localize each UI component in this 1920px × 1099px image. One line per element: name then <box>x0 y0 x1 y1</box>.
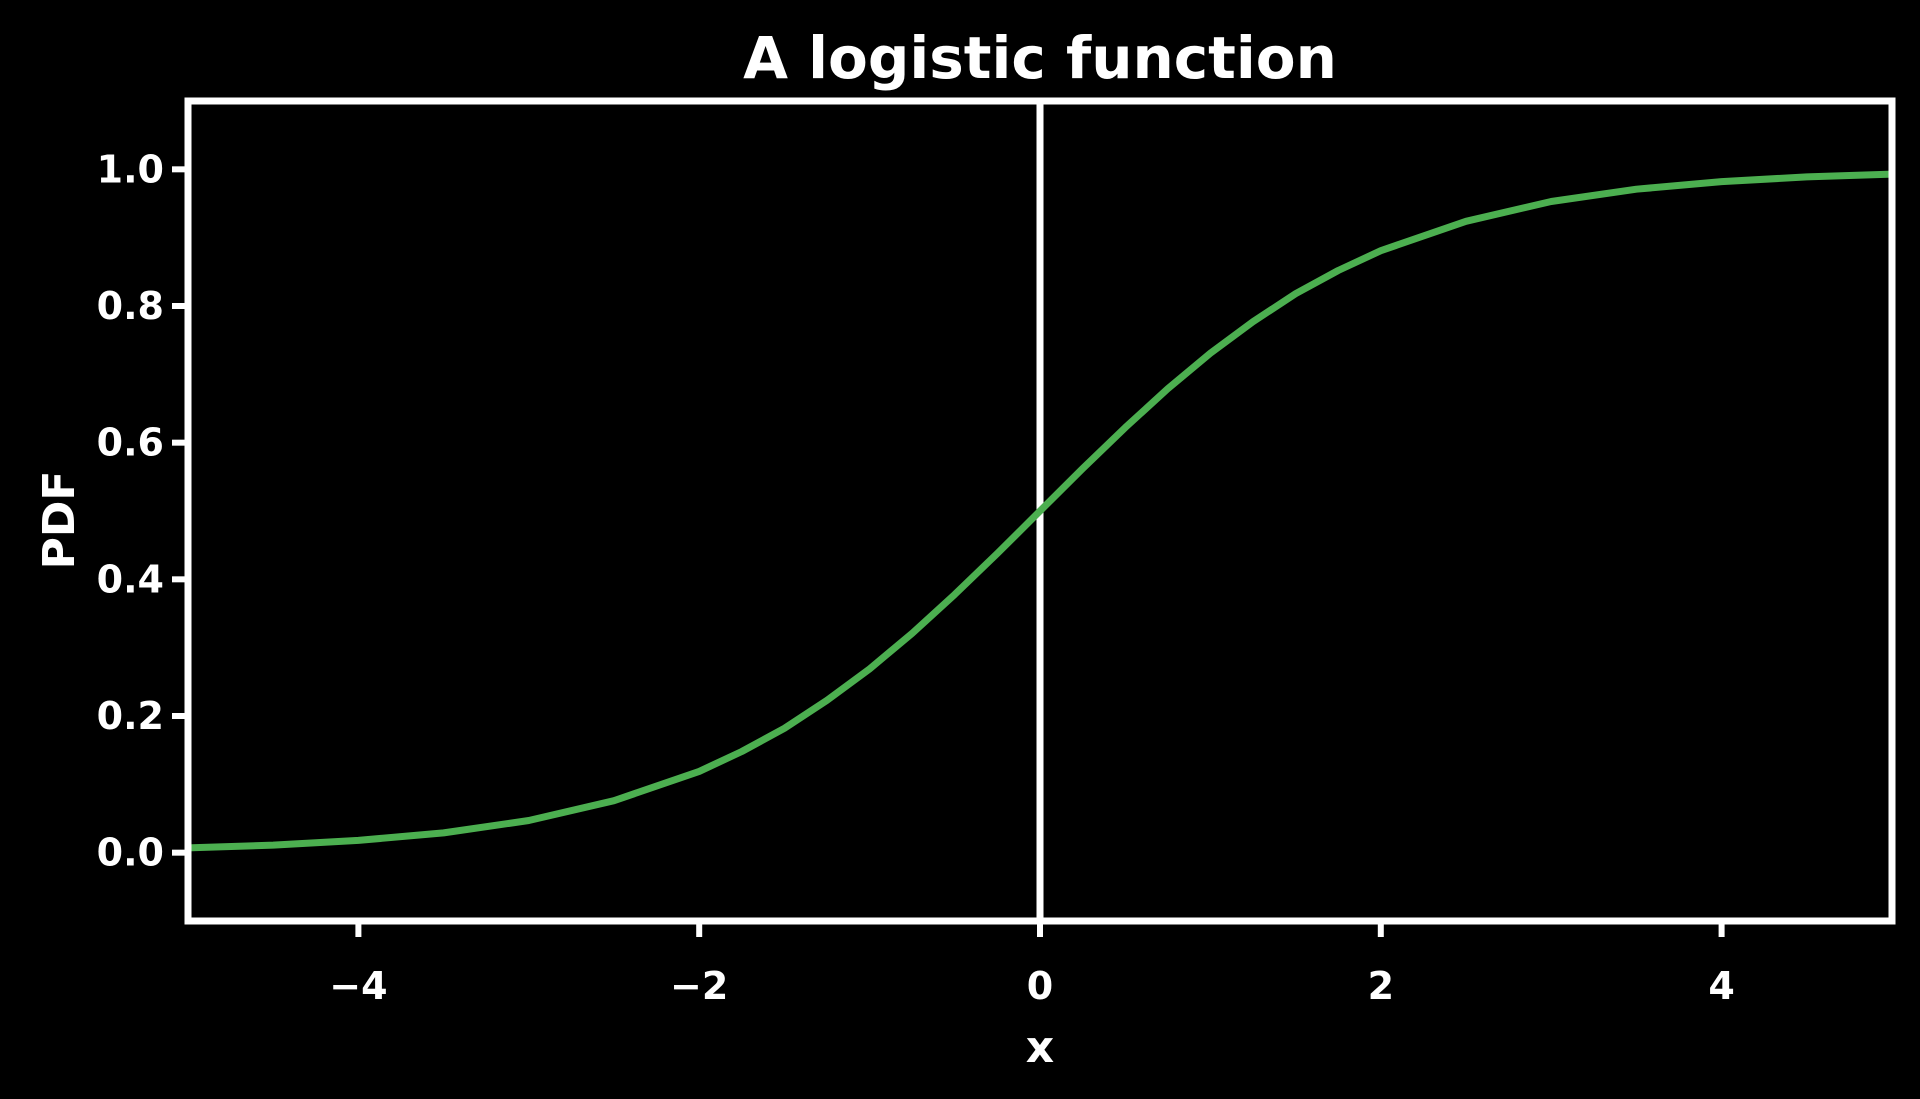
x-tick-label-4: 4 <box>1708 964 1734 1008</box>
y-axis-label: PDF <box>34 471 85 570</box>
x-axis-label: x <box>1026 1022 1054 1073</box>
y-tick-label-1: 0.2 <box>97 694 164 738</box>
x-tick-label-2: 0 <box>1027 964 1053 1008</box>
y-tick-label-3: 0.6 <box>97 421 164 465</box>
y-tick-label-0: 0.0 <box>97 831 164 875</box>
x-tick-label-1: −2 <box>670 964 728 1008</box>
chart-title: A logistic function <box>743 24 1337 92</box>
x-tick-label-0: −4 <box>329 964 387 1008</box>
y-tick-label-2: 0.4 <box>97 557 164 601</box>
plot-area: −4 −2 0 2 4 0.0 0.2 0.4 0.6 0.8 1.0 <box>97 97 1896 1008</box>
x-tick-label-3: 2 <box>1368 964 1394 1008</box>
y-tick-label-4: 0.8 <box>97 284 164 328</box>
y-tick-label-5: 1.0 <box>97 147 164 191</box>
series-line-0 <box>184 170 1896 852</box>
